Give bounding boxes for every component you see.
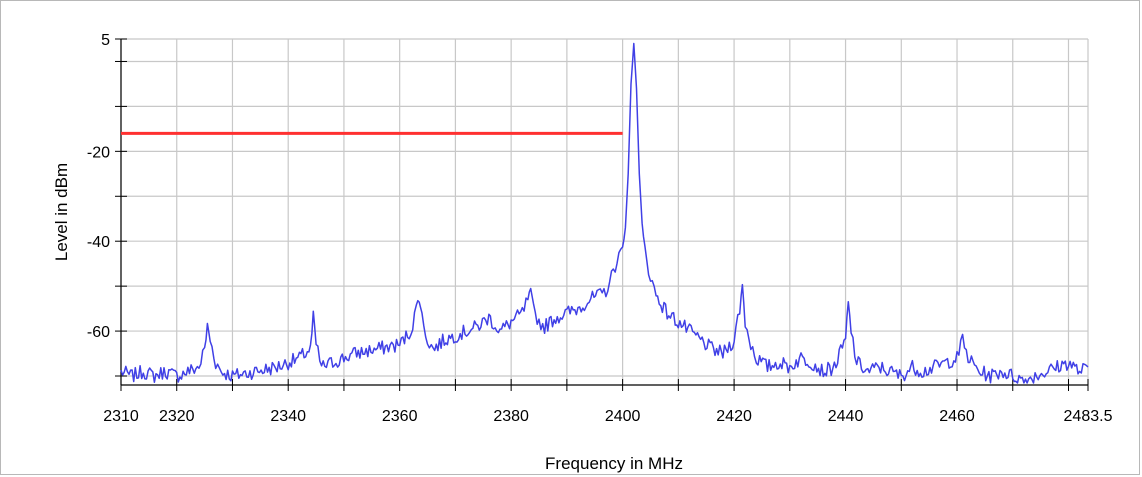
- y-tick-label: -60: [87, 324, 110, 341]
- x-tick-label: 2460: [939, 408, 975, 425]
- x-tick-label: 2400: [605, 408, 641, 425]
- x-tick-label: 2360: [382, 408, 418, 425]
- series-layer: [120, 42, 1089, 384]
- x-tick-label: 2483.5: [1064, 408, 1113, 425]
- x-tick-label: 2420: [716, 408, 752, 425]
- x-tick-label: 2380: [493, 408, 529, 425]
- x-tick-label: 2340: [270, 408, 306, 425]
- x-tick-label: 2310: [103, 408, 139, 425]
- y-tick-label: -40: [87, 234, 110, 251]
- y-tick-label: -20: [87, 144, 110, 161]
- plot-area: [121, 39, 1088, 385]
- axes: [120, 39, 1088, 386]
- y-axis-title: Level in dBm: [52, 163, 71, 261]
- y-tick-label: 5: [101, 32, 110, 49]
- x-tick-label: 2440: [828, 408, 864, 425]
- x-axis-title: Frequency in MHz: [545, 454, 683, 473]
- x-tick-label: 2320: [159, 408, 195, 425]
- ticks: 2310 2320 2340 2360 2380 2400 2420 2440 2460 2483…: [87, 32, 1113, 425]
- spectrum-trace: [120, 42, 1089, 384]
